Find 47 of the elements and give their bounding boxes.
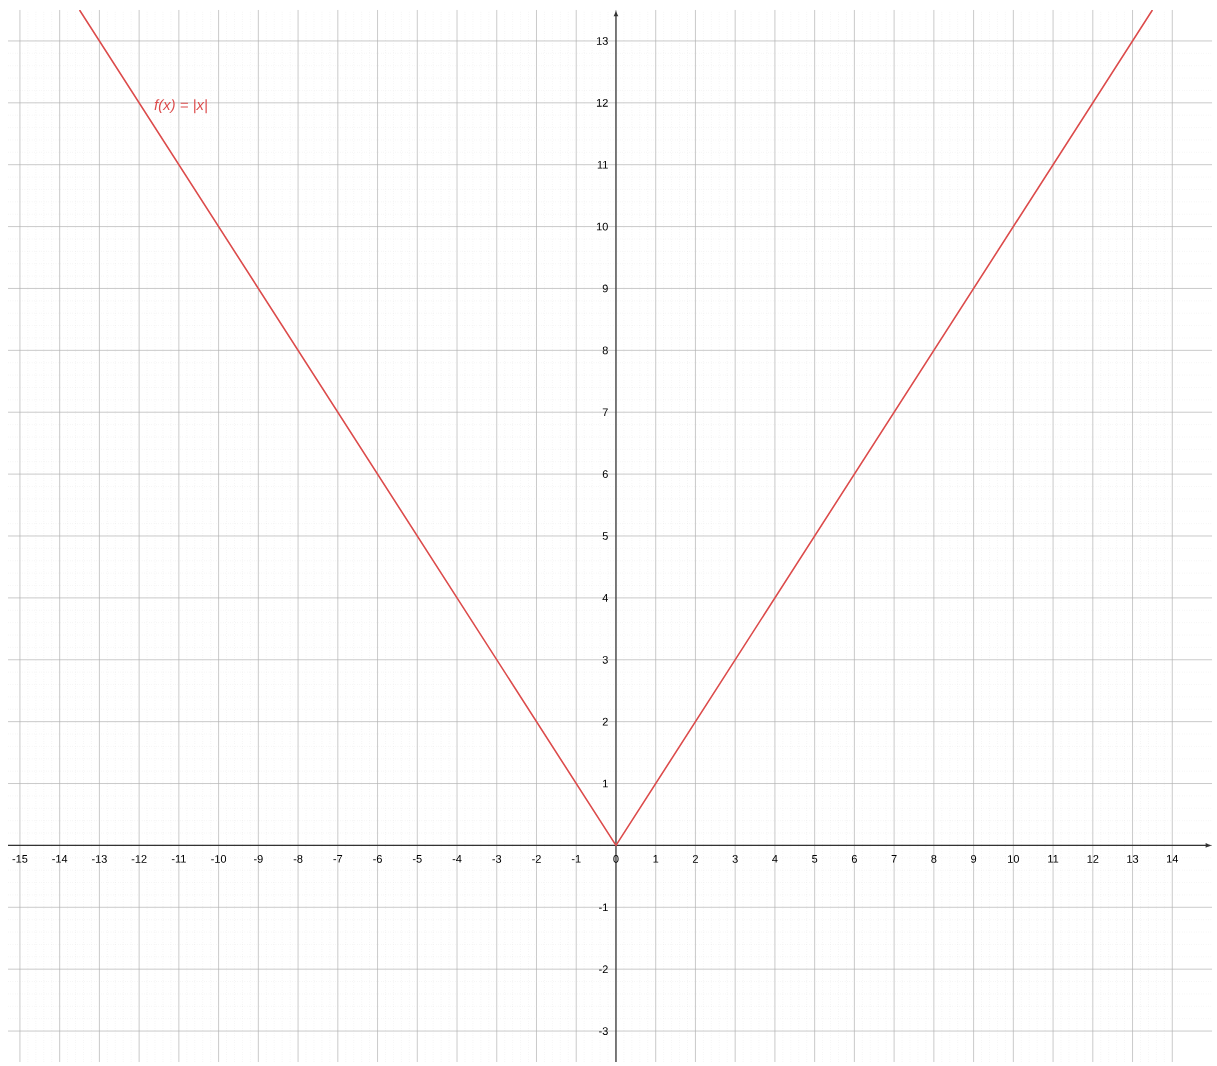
x-tick-label: 11 <box>1048 855 1059 863</box>
y-tick-label: 3 <box>602 655 608 664</box>
x-tick-label: -3 <box>492 855 502 863</box>
y-tick-label: -3 <box>599 1027 608 1035</box>
x-tick-label: 4 <box>772 855 778 863</box>
x-tick-label: 8 <box>931 855 937 863</box>
x-tick-label: 2 <box>692 855 698 863</box>
x-tick-label: -10 <box>211 855 227 863</box>
y-tick-label: -1 <box>599 903 608 912</box>
y-tick-label: 11 <box>597 160 608 169</box>
y-tick-label: 6 <box>602 470 608 478</box>
x-tick-label: -11 <box>171 855 186 863</box>
y-tick-label: 8 <box>602 346 608 355</box>
x-tick-label: -1 <box>571 855 581 863</box>
x-tick-label: 6 <box>851 855 857 863</box>
x-tick-label: 9 <box>971 855 977 863</box>
x-tick-label: 3 <box>732 855 738 863</box>
x-tick-label: -9 <box>253 855 263 863</box>
x-tick-label: -7 <box>333 855 343 863</box>
x-tick-label: -12 <box>131 855 147 863</box>
x-tick-label: 5 <box>812 855 818 863</box>
x-tick-label: 14 <box>1167 855 1179 863</box>
x-tick-label: 13 <box>1127 855 1139 863</box>
x-tick-label: -2 <box>532 855 541 863</box>
y-tick-label: -2 <box>599 965 608 973</box>
y-tick-label: 5 <box>602 532 608 540</box>
y-tick-label: 13 <box>596 37 608 45</box>
series-label: f(x) = |x| <box>154 99 207 114</box>
y-tick-label: 10 <box>596 222 608 231</box>
x-tick-label: -6 <box>373 855 382 863</box>
y-tick-label: 2 <box>602 717 608 726</box>
x-tick-label: -5 <box>412 855 422 863</box>
x-tick-label: 1 <box>653 855 659 863</box>
x-tick-label: -4 <box>452 855 462 863</box>
x-tick-label: -8 <box>293 855 303 863</box>
x-tick-label: -15 <box>12 855 28 863</box>
y-tick-label: 1 <box>603 779 608 788</box>
x-tick-label: 10 <box>1008 855 1019 863</box>
y-tick-label: 9 <box>602 284 608 293</box>
x-tick-label: 7 <box>891 855 897 863</box>
x-tick-label: 0 <box>613 855 619 863</box>
x-tick-label: -14 <box>52 855 68 863</box>
x-tick-label: 12 <box>1087 855 1099 863</box>
y-tick-label: 4 <box>602 594 608 602</box>
x-tick-label: -13 <box>91 855 107 863</box>
y-tick-label: 7 <box>602 408 608 416</box>
y-tick-label: 12 <box>596 99 608 107</box>
